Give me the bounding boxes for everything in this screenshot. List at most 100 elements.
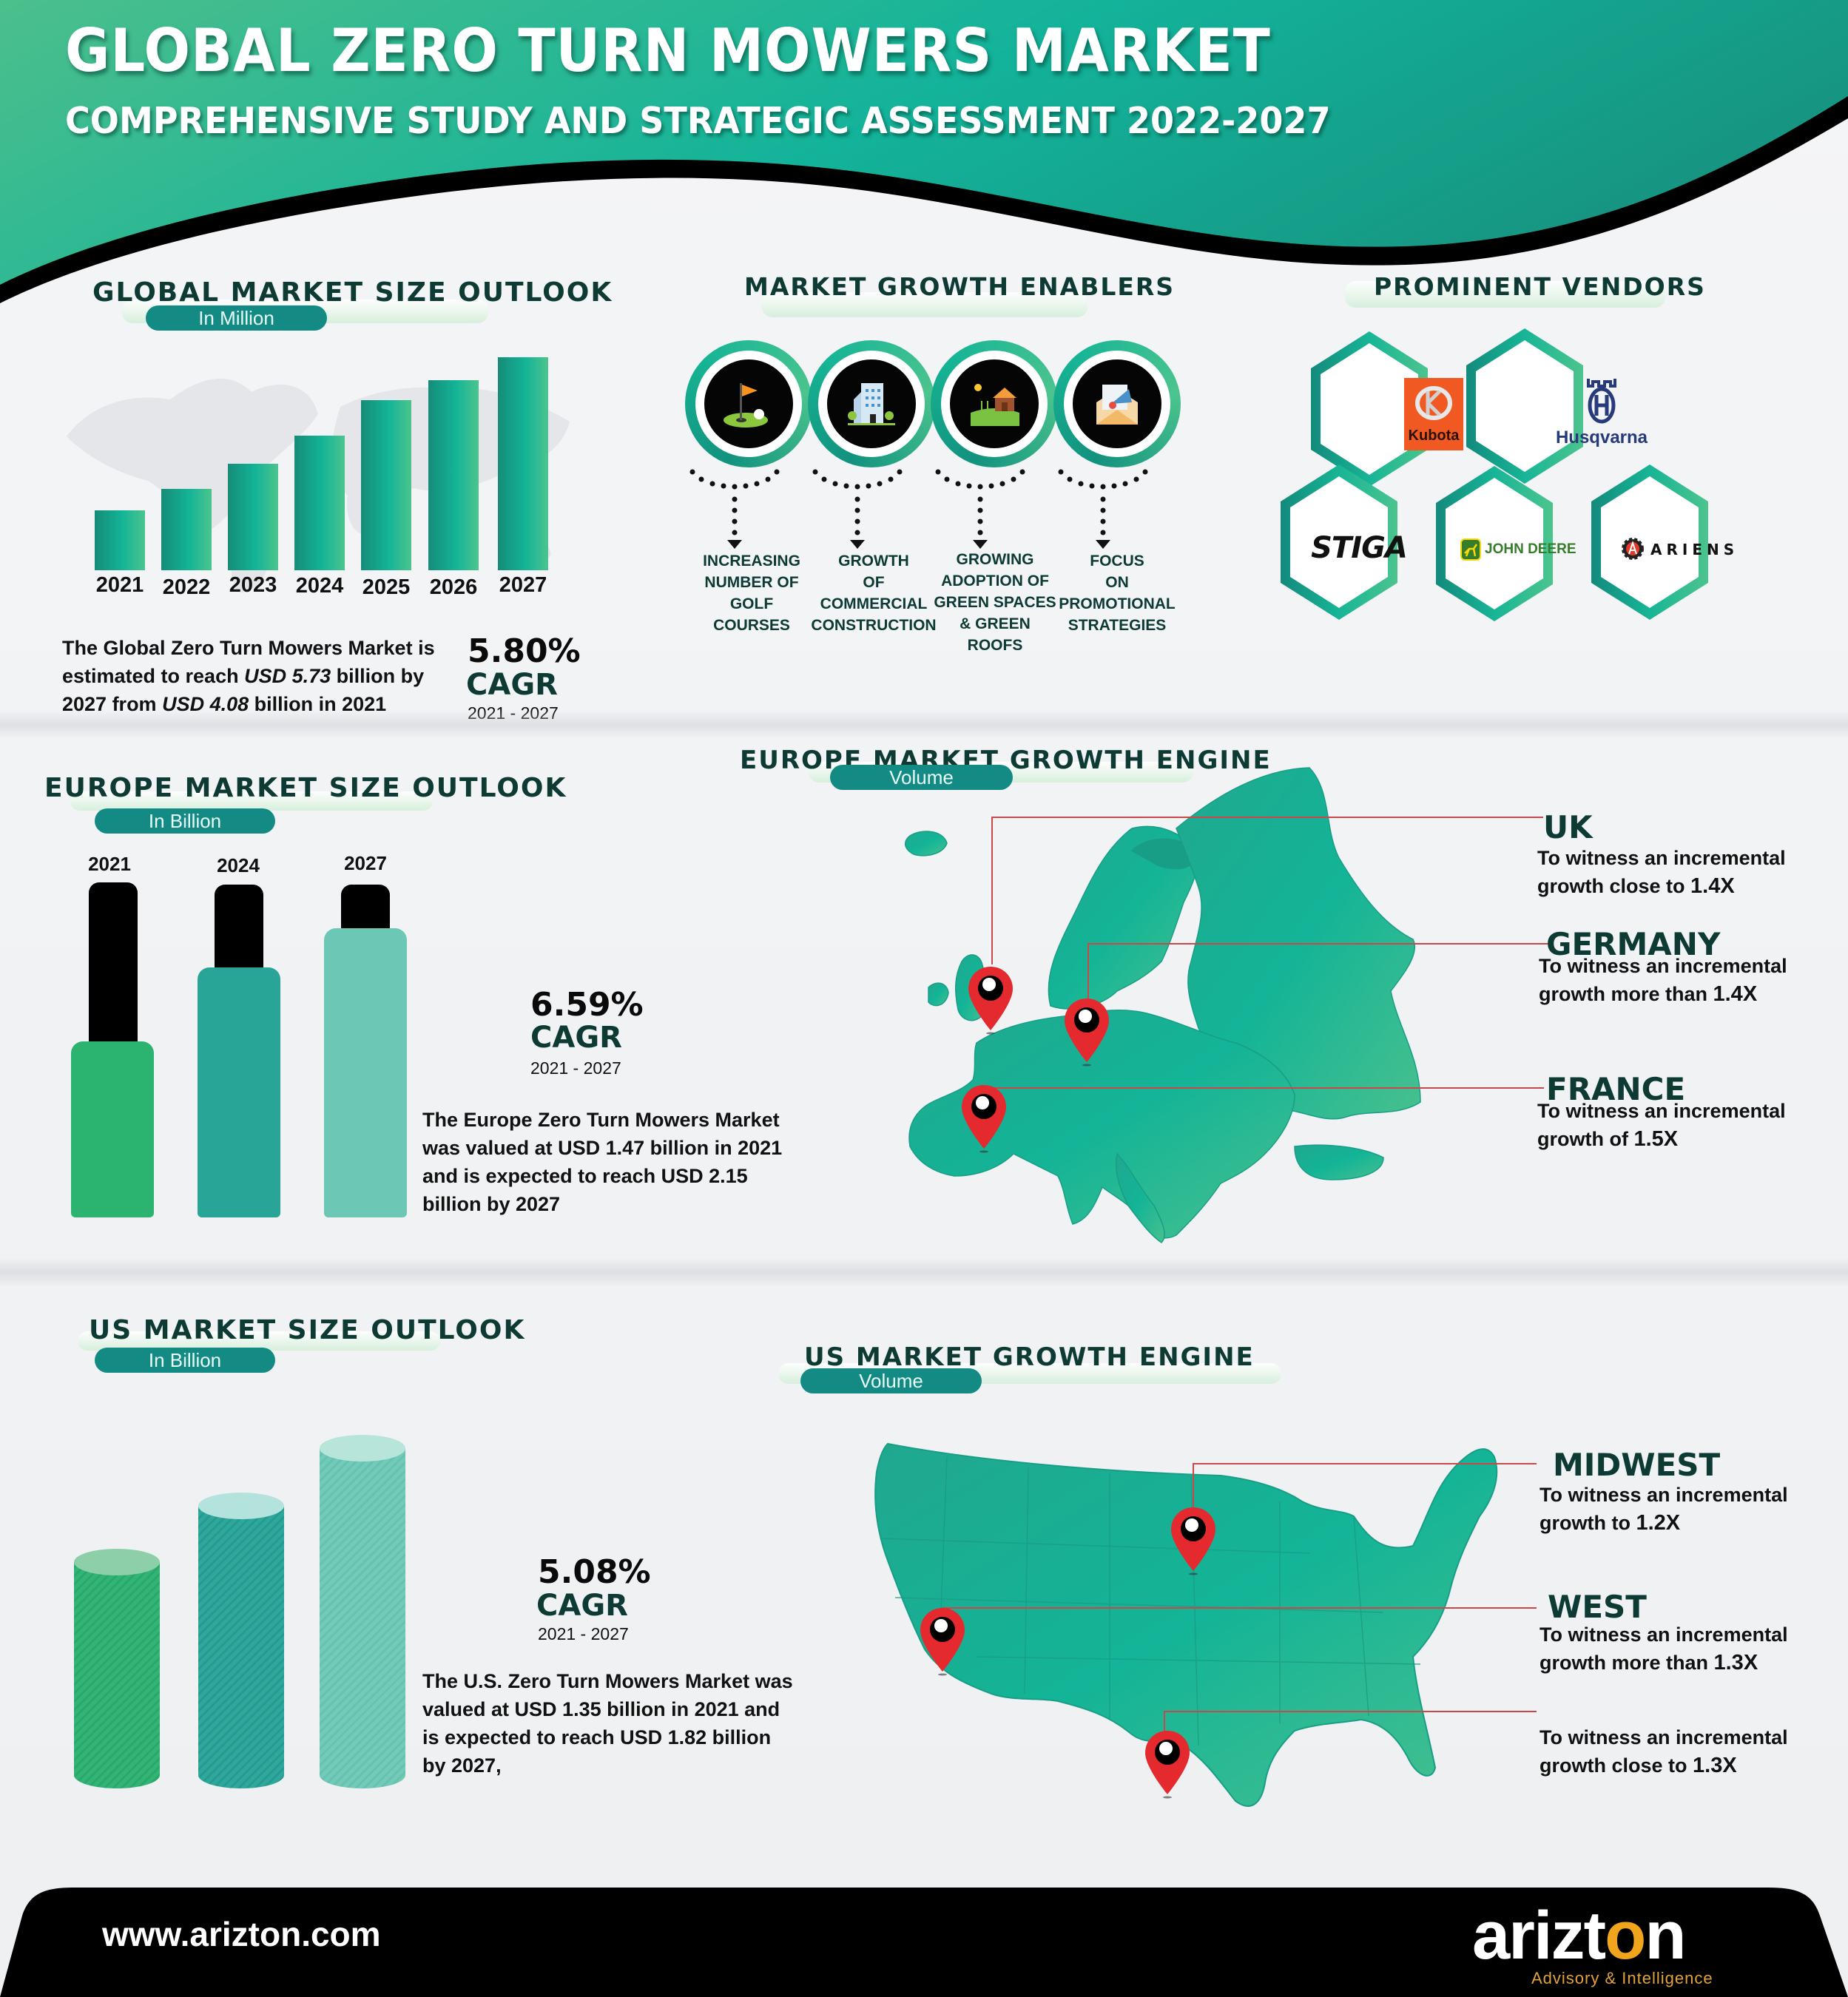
uk-location-pin-icon bbox=[968, 967, 1013, 1035]
vendor-name: JOHN DEERE bbox=[1485, 541, 1576, 557]
kubota-emblem-icon bbox=[1415, 386, 1452, 420]
vendor-johndeere-logo: JOHN DEERE bbox=[1460, 538, 1586, 562]
ariens-gear-icon bbox=[1622, 538, 1644, 560]
france-region-name: FRANCE bbox=[1546, 1071, 1686, 1107]
section-divider bbox=[0, 710, 1848, 740]
us-engine-heading: US MARKET GROWTH ENGINE bbox=[804, 1342, 1255, 1372]
vendor-stiga-logo: STIGA bbox=[1311, 531, 1408, 565]
us-cylinder-chart bbox=[74, 1435, 405, 1788]
enabler-label-construction: GROWTH OF COMMERCIAL CONSTRUCTION bbox=[811, 553, 937, 634]
midwest-leader-line bbox=[1193, 1463, 1537, 1516]
enabler-ring bbox=[931, 340, 1058, 467]
europe-year-label: 2021 bbox=[88, 853, 131, 875]
vendor-hex-grid bbox=[1281, 328, 1708, 621]
global-cagr-label: CAGR bbox=[466, 668, 558, 702]
office-building-icon bbox=[848, 383, 895, 425]
midwest-location-pin-icon bbox=[1171, 1507, 1215, 1575]
global-year-label: 2027 bbox=[499, 573, 547, 597]
global-bar-2021 bbox=[95, 510, 145, 570]
arizton-logo: arizton bbox=[1472, 1898, 1687, 1973]
europe-heading: EUROPE MARKET SIZE OUTLOOK bbox=[44, 773, 567, 803]
us-heading-underlay bbox=[78, 1331, 440, 1351]
europe-engine-unit-pill: Volume bbox=[830, 765, 1013, 790]
us-heading: US MARKET SIZE OUTLOOK bbox=[89, 1315, 526, 1345]
global-year-label: 2026 bbox=[429, 575, 478, 599]
enabler-ring bbox=[808, 340, 935, 467]
global-year-label: 2021 bbox=[95, 573, 144, 597]
brand-tagline: Advisory & Intelligence bbox=[1531, 1969, 1713, 1987]
west-leader-line bbox=[942, 1607, 1537, 1629]
green-house-icon bbox=[971, 384, 1019, 426]
enabler-ring bbox=[1053, 340, 1181, 467]
global-heading: GLOBAL MARKET SIZE OUTLOOK bbox=[92, 277, 613, 308]
global-year-label: 2023 bbox=[229, 573, 277, 597]
south-leader-line bbox=[1164, 1711, 1537, 1740]
uk-leader-line bbox=[991, 817, 1543, 964]
global-bar-2024 bbox=[294, 436, 345, 570]
europe-cagr-period: 2021 - 2027 bbox=[530, 1058, 621, 1078]
europe-year-label: 2027 bbox=[344, 852, 387, 874]
europe-bar-2021 bbox=[71, 1041, 154, 1217]
global-bar-2026 bbox=[428, 380, 479, 570]
germany-region-name: GERMANY bbox=[1546, 926, 1721, 962]
uk-region-name: UK bbox=[1543, 809, 1593, 845]
global-bar-2023 bbox=[228, 464, 278, 570]
promo-envelope-megaphone-icon bbox=[1096, 385, 1138, 425]
us-description: The U.S. Zero Turn Mowers Market was valu… bbox=[422, 1670, 793, 1777]
global-description: The Global Zero Turn Mowers Market is es… bbox=[62, 637, 435, 715]
europe-unit-pill: In Billion bbox=[95, 808, 275, 834]
us-cagr-period: 2021 - 2027 bbox=[538, 1624, 629, 1643]
header-wave-background bbox=[0, 0, 1848, 303]
page-title: GLOBAL ZERO TURN MOWERS MARKET bbox=[65, 16, 1271, 85]
europe-bar-2027-cap bbox=[341, 885, 390, 933]
enablers-heading: MARKET GROWTH ENABLERS bbox=[744, 272, 1176, 301]
enabler-label-golf: INCREASING NUMBER OF GOLF COURSES bbox=[703, 553, 800, 634]
us-bar-2027 bbox=[320, 1435, 405, 1788]
west-location-pin-icon bbox=[920, 1608, 965, 1676]
enabler-connectors bbox=[689, 469, 1148, 549]
vendor-name: Husqvarna bbox=[1555, 428, 1648, 447]
us-unit-pill: In Billion bbox=[95, 1348, 275, 1373]
west-region-description: To witness an incremental growth more th… bbox=[1540, 1623, 1788, 1675]
france-leader-line bbox=[988, 1087, 1544, 1089]
europe-bar-2027 bbox=[324, 928, 407, 1217]
south-location-pin-icon bbox=[1145, 1731, 1190, 1799]
midwest-region-name: MIDWEST bbox=[1553, 1447, 1721, 1483]
global-year-label: 2025 bbox=[362, 575, 411, 599]
vendor-name: Kubota bbox=[1408, 428, 1460, 444]
europe-bar-2024-cap bbox=[215, 885, 263, 973]
global-year-label: 2024 bbox=[295, 574, 344, 598]
vendors-heading: PROMINENT VENDORS bbox=[1374, 272, 1706, 301]
france-region-description: To witness an incremental growth of 1.5X bbox=[1537, 1100, 1786, 1151]
europe-cagr-label: CAGR bbox=[530, 1021, 622, 1055]
golf-flag-icon bbox=[724, 383, 768, 428]
europe-heading-underlay bbox=[70, 791, 433, 811]
enabler-label-promotional: FOCUS ON PROMOTIONAL STRATEGIES bbox=[1059, 553, 1176, 634]
us-bar-2024 bbox=[198, 1493, 284, 1788]
vendor-ariens-logo: ARIENS bbox=[1621, 536, 1747, 561]
vendors-heading-underlay bbox=[1345, 281, 1665, 308]
global-year-label: 2022 bbox=[162, 575, 211, 599]
deer-emblem-icon bbox=[1460, 538, 1481, 561]
global-cagr-value: 5.80% bbox=[468, 632, 581, 670]
section-divider bbox=[0, 1257, 1848, 1287]
germany-leader-line bbox=[1087, 943, 1550, 998]
global-bar-2027 bbox=[498, 357, 548, 570]
germany-region-description: To witness an incremental growth more th… bbox=[1539, 955, 1787, 1006]
enabler-label-green-spaces: GROWING ADOPTION OF GREEN SPACES & GREEN ROO… bbox=[934, 551, 1056, 654]
us-cagr-label: CAGR bbox=[536, 1589, 628, 1623]
europe-description: The Europe Zero Turn Mowers Market was va… bbox=[422, 1109, 783, 1215]
enablers-heading-underlay bbox=[762, 292, 1087, 317]
global-unit-pill: In Million bbox=[146, 305, 327, 331]
europe-bar-2021-cap bbox=[89, 882, 138, 1047]
us-cagr-value: 5.08% bbox=[538, 1553, 651, 1591]
us-engine-unit-pill: Volume bbox=[800, 1368, 982, 1393]
france-location-pin-icon bbox=[962, 1085, 1006, 1153]
vendor-husqvarna-logo: Husqvarna bbox=[1546, 377, 1657, 451]
us-bar-2021 bbox=[74, 1549, 160, 1788]
husqvarna-crown-icon bbox=[1587, 379, 1616, 424]
midwest-region-description: To witness an incremental growth to 1.2X bbox=[1540, 1484, 1788, 1535]
uk-region-description: To witness an incremental growth close t… bbox=[1537, 847, 1786, 898]
website-link[interactable]: www.arizton.com bbox=[102, 1915, 381, 1953]
page-subtitle: COMPREHENSIVE STUDY AND STRATEGIC ASSESS… bbox=[65, 100, 1331, 142]
